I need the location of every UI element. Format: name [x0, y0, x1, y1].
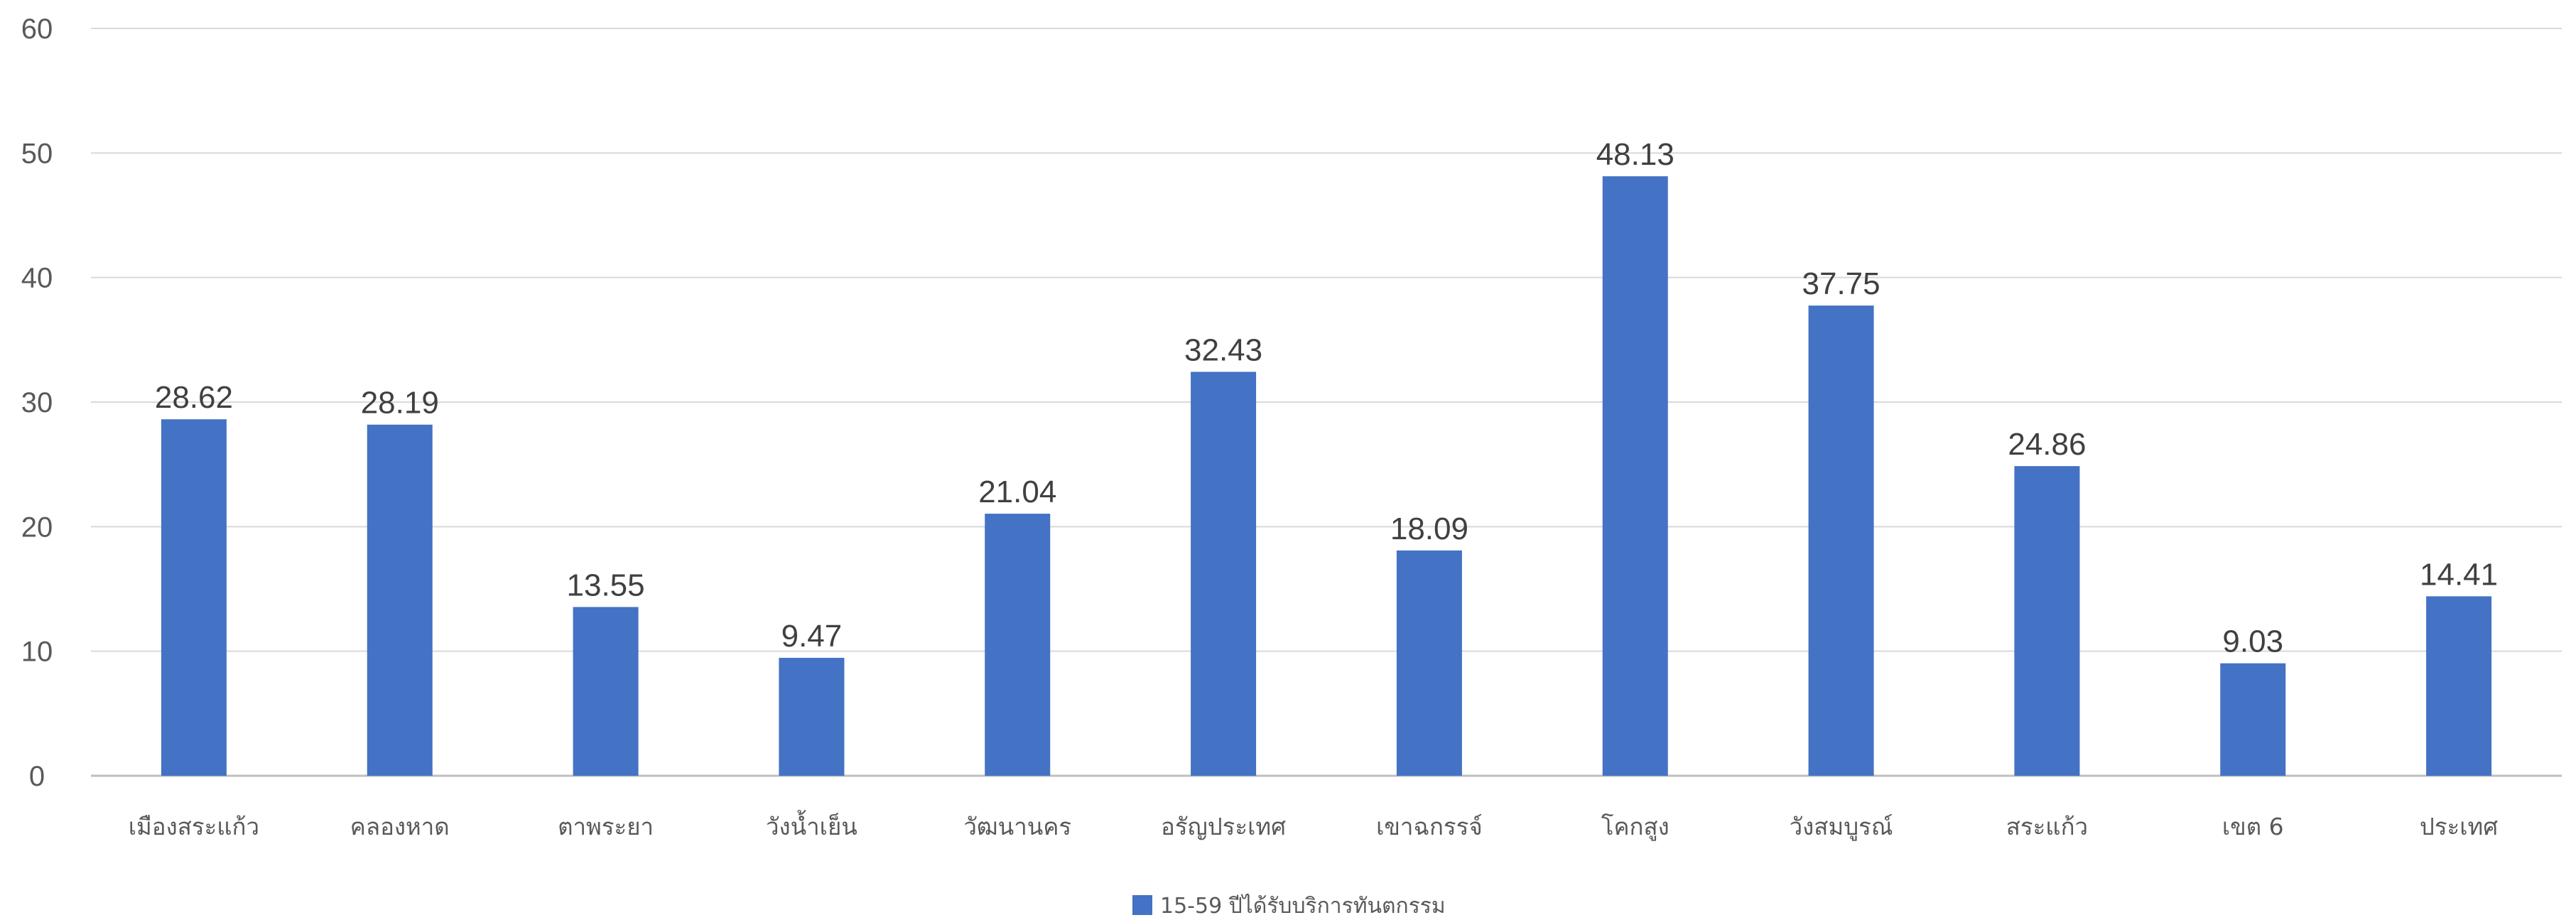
x-tick-label: อรัญประเทศ: [1161, 813, 1286, 840]
legend: 15-59 ปีได้รับบริการทันตกรรม: [1132, 893, 1446, 919]
data-label: 18.09: [1390, 512, 1468, 546]
y-tick-label: 0: [29, 761, 45, 792]
data-label: 28.62: [155, 380, 233, 415]
bar: [161, 419, 227, 776]
gridlines: [91, 28, 2562, 777]
y-tick-label: 60: [21, 13, 53, 45]
data-label: 24.86: [2008, 427, 2086, 462]
bar: [2220, 663, 2286, 776]
y-tick-label: 20: [21, 512, 53, 543]
data-label: 9.03: [2222, 624, 2283, 659]
data-label: 9.47: [781, 619, 843, 654]
x-tick-label: เมืองสระแก้ว: [129, 813, 259, 840]
data-labels: 28.62 28.19 13.55 9.47 21.04 32.43 18.09 48.13 3…: [155, 137, 2498, 659]
bar: [985, 514, 1051, 776]
bar: [2014, 466, 2080, 776]
bar: [1191, 372, 1257, 776]
data-label: 32.43: [1184, 332, 1262, 367]
x-tick-label: เขาฉกรรจ์: [1376, 813, 1483, 840]
y-axis: 0 10 20 30 40 50 60: [21, 13, 53, 792]
legend-label: 15-59 ปีได้รับบริการทันตกรรม: [1160, 893, 1446, 919]
y-tick-label: 30: [21, 387, 53, 418]
x-tick-label: โคกสูง: [1601, 813, 1669, 841]
bars: [161, 176, 2492, 776]
x-tick-label: วังสมบูรณ์: [1790, 813, 1893, 841]
bar: [573, 607, 639, 776]
y-tick-label: 50: [21, 138, 53, 169]
bar: [779, 657, 845, 776]
x-tick-label: วัฒนานคร: [963, 813, 1071, 840]
data-label: 28.19: [361, 386, 439, 421]
y-tick-label: 10: [21, 637, 53, 668]
x-axis: เมืองสระแก้ว คลองหาด ตาพระยา วังน้ำเย็น วัฒน…: [129, 810, 2499, 841]
bar: [1602, 176, 1668, 776]
data-label: 37.75: [1802, 266, 1880, 301]
x-tick-label: ตาพระยา: [558, 813, 654, 840]
x-tick-label: สระแก้ว: [2006, 813, 2088, 840]
bar: [2426, 596, 2492, 776]
x-tick-label: วังน้ำเย็น: [766, 810, 857, 840]
data-label: 21.04: [978, 475, 1056, 509]
y-tick-label: 40: [21, 263, 53, 294]
data-label: 48.13: [1596, 137, 1674, 172]
bar: [367, 424, 433, 776]
x-tick-label: ประเทศ: [2420, 813, 2498, 840]
bar: [1396, 550, 1462, 776]
x-tick-label: คลองหาด: [350, 813, 450, 840]
x-tick-label: เขต 6: [2222, 813, 2284, 840]
data-label: 14.41: [2420, 557, 2498, 592]
data-label: 13.55: [567, 568, 645, 602]
bar: [1808, 305, 1874, 776]
legend-swatch: [1132, 895, 1152, 915]
